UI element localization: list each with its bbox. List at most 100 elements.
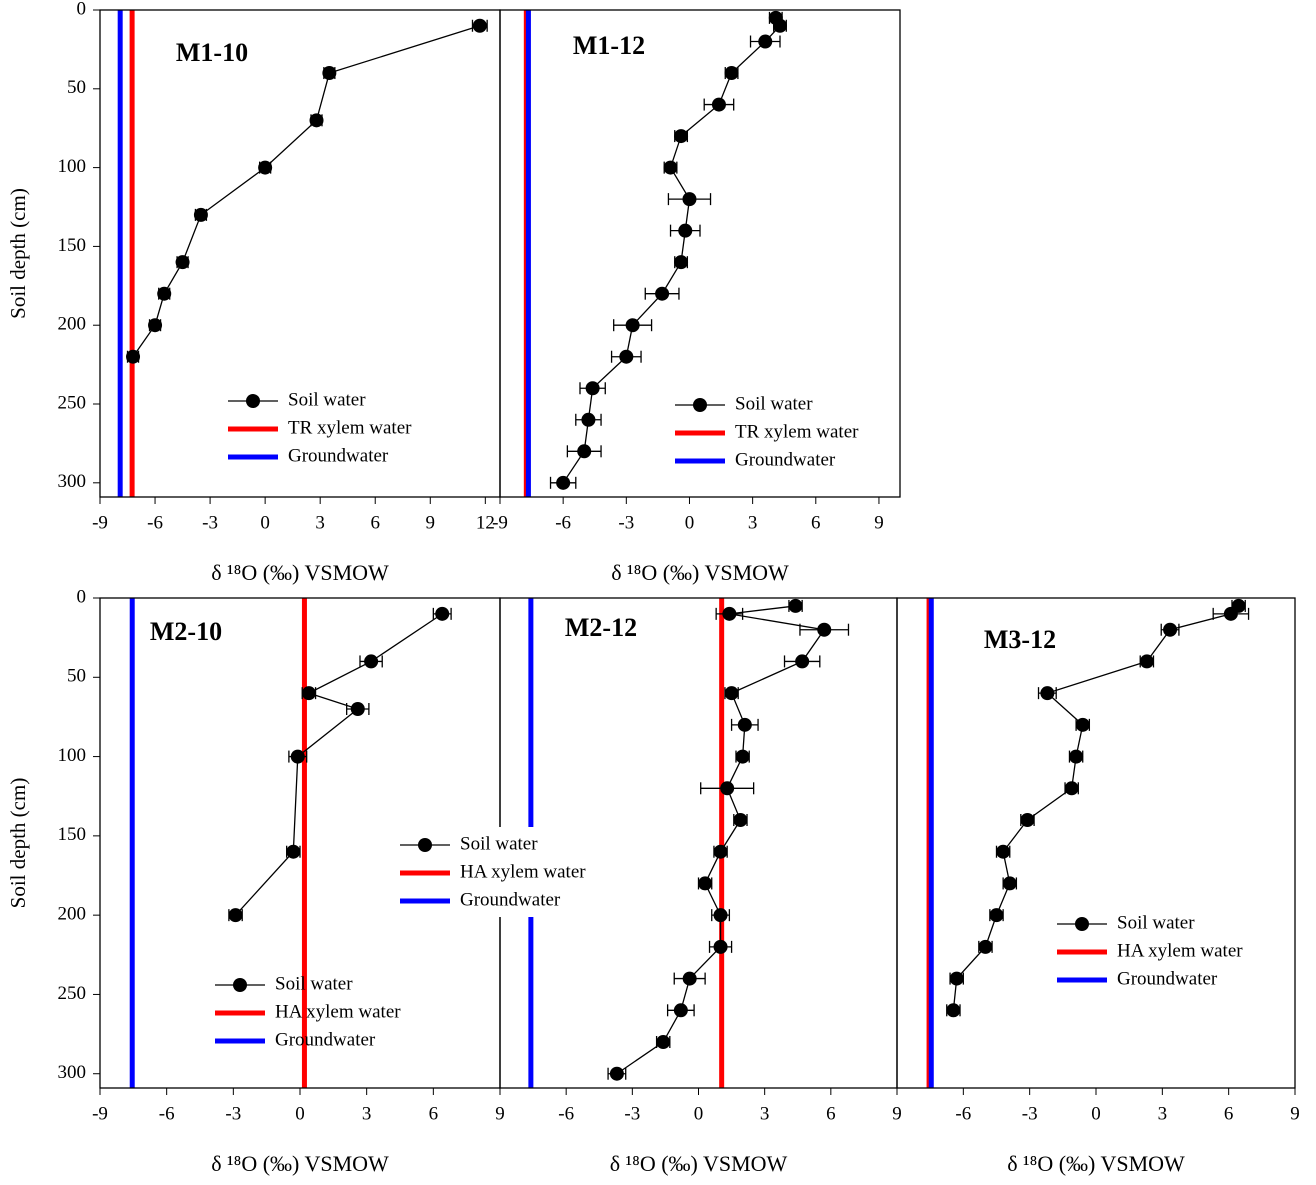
data-point (228, 908, 243, 923)
data-point (946, 1003, 961, 1018)
x-tick-label: -3 (1022, 1103, 1038, 1124)
data-point (733, 813, 748, 828)
data-point (581, 412, 596, 427)
data-point (713, 908, 728, 923)
y-tick-label: 100 (58, 156, 87, 177)
data-point (674, 255, 689, 270)
y-tick-label: 200 (58, 904, 87, 925)
data-point (656, 1035, 671, 1050)
x-tick-label: 3 (748, 512, 758, 533)
data-point (1223, 606, 1238, 621)
x-tick-label: -9 (92, 1103, 108, 1124)
data-point (157, 286, 172, 301)
panel-title: M1-12 (573, 31, 645, 60)
y-tick-label: 250 (58, 392, 87, 413)
legend-label: Groundwater (735, 449, 836, 470)
data-point (795, 654, 810, 669)
x-tick-label: -6 (159, 1103, 175, 1124)
data-point (817, 622, 832, 637)
legend-label: Groundwater (460, 889, 561, 910)
data-line (132, 25, 481, 358)
data-point (678, 223, 693, 238)
data-point (724, 686, 739, 701)
x-tick-label: -6 (558, 1103, 574, 1124)
legend-marker (418, 838, 432, 852)
data-point (978, 939, 993, 954)
x-tick-label: -3 (624, 1103, 640, 1124)
legend-label: Groundwater (1117, 968, 1218, 989)
plot-frame (896, 597, 1296, 1089)
x-tick-label: 0 (685, 512, 695, 533)
y-axis-label: Soil depth (cm) (6, 188, 30, 319)
y-tick-label: 100 (58, 745, 87, 766)
data-point (698, 876, 713, 891)
x-axis-label: δ ¹⁸O (‰) VSMOW (1007, 1151, 1185, 1176)
data-point (322, 66, 337, 81)
data-point (175, 255, 190, 270)
x-tick-label: 6 (811, 512, 821, 533)
y-axis-label: Soil depth (cm) (6, 778, 30, 909)
x-tick-label: 6 (429, 1103, 439, 1124)
x-tick-label: 9 (1290, 1103, 1300, 1124)
x-tick-label: -9 (492, 512, 508, 533)
data-point (663, 160, 678, 175)
legend-label: Groundwater (275, 1029, 376, 1050)
data-point (1064, 781, 1079, 796)
data-point (713, 844, 728, 859)
data-point (735, 749, 750, 764)
data-point (286, 844, 301, 859)
x-tick-label: -3 (225, 1103, 241, 1124)
data-point (126, 349, 141, 364)
data-point (949, 971, 964, 986)
data-point (625, 318, 640, 333)
panel-title: M2-10 (150, 617, 222, 646)
panel-title: M3-12 (984, 625, 1056, 654)
x-tick-label: 0 (1091, 1103, 1101, 1124)
data-point (773, 18, 787, 33)
x-tick-label: 9 (426, 512, 436, 533)
y-tick-label: 300 (58, 471, 87, 492)
legend-label: HA xylem water (275, 1001, 401, 1022)
data-point (556, 475, 571, 490)
data-point (577, 444, 592, 459)
data-point (193, 207, 208, 222)
x-tick-label: 9 (892, 1103, 902, 1124)
x-tick-label: 3 (315, 512, 325, 533)
x-axis-label: δ ¹⁸O (‰) VSMOW (211, 1151, 389, 1176)
x-tick-label: 6 (370, 512, 380, 533)
data-point (1139, 654, 1154, 669)
data-point (655, 286, 670, 301)
x-tick-label: 3 (760, 1103, 770, 1124)
data-point (290, 749, 305, 764)
x-tick-label: -6 (955, 1103, 971, 1124)
data-point (609, 1066, 624, 1081)
legend-label: Soil water (1117, 912, 1195, 933)
x-tick-label: -9 (92, 512, 108, 533)
legend-label: Soil water (275, 973, 353, 994)
x-axis-label: δ ¹⁸O (‰) VSMOW (611, 560, 789, 585)
x-tick-label: 6 (1224, 1103, 1234, 1124)
data-point (724, 66, 739, 81)
data-point (758, 34, 773, 49)
data-point (713, 939, 728, 954)
plot-frame (499, 9, 901, 498)
data-point (673, 1003, 688, 1018)
legend-label: Groundwater (288, 445, 389, 466)
legend-label: TR xylem water (288, 417, 412, 438)
x-tick-label: 0 (260, 512, 270, 533)
legend-label: TR xylem water (735, 421, 859, 442)
x-tick-label: -6 (147, 512, 163, 533)
legend-label: Soil water (288, 389, 366, 410)
x-tick-label: 6 (826, 1103, 836, 1124)
data-point (1069, 749, 1084, 764)
y-tick-label: 150 (58, 824, 87, 845)
x-tick-label: 0 (694, 1103, 704, 1124)
x-axis-label: δ ¹⁸O (‰) VSMOW (610, 1151, 788, 1176)
data-point (619, 349, 634, 364)
legend-marker (246, 394, 260, 408)
x-tick-label: 3 (1158, 1103, 1168, 1124)
data-point (996, 844, 1011, 859)
x-tick-label: 12 (476, 512, 495, 533)
x-tick-label: 0 (295, 1103, 305, 1124)
legend-marker (1075, 917, 1089, 931)
